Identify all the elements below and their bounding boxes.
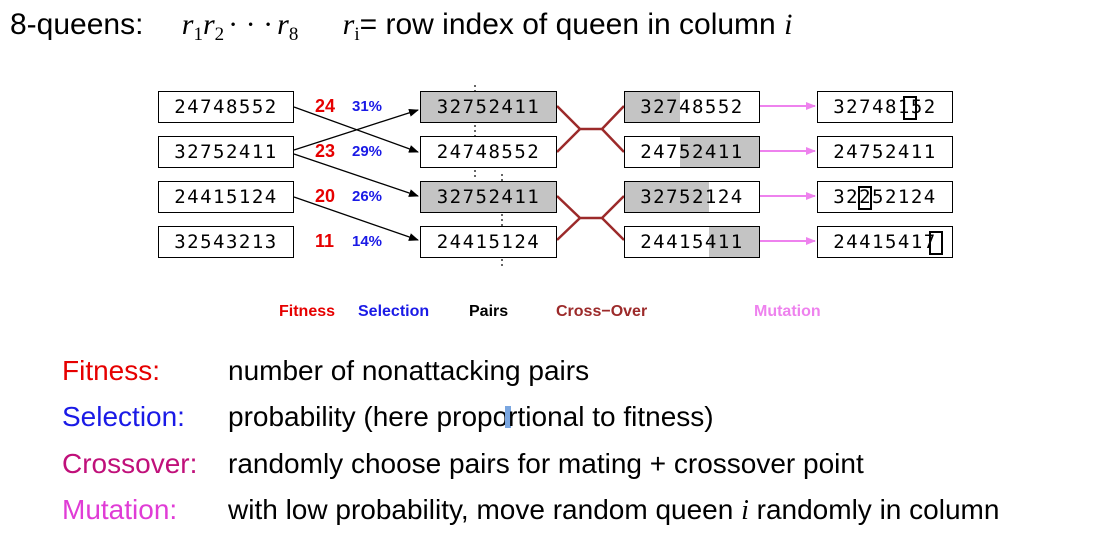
offspring-state: 24752411	[624, 136, 760, 168]
state-string: 32752411	[436, 96, 541, 118]
state-string: 24415124	[174, 186, 278, 208]
fitness-value: 11	[315, 231, 335, 251]
fitness-value: 20	[315, 186, 336, 206]
stage-label-pairs: Pairs	[469, 303, 509, 320]
definition-selection: Selection: probability (here proportional…	[62, 401, 714, 433]
state-string: 24748552	[436, 141, 541, 163]
parent-segment-shade	[421, 92, 556, 122]
offspring-state: 24415411	[624, 226, 760, 258]
ellipsis: · · ·	[228, 8, 274, 41]
offspring-state: 32752124	[624, 181, 760, 213]
state-string: 24752411	[640, 141, 744, 163]
fitness-value: 24	[315, 96, 336, 116]
pair-state: 32752411	[420, 181, 557, 213]
queen-var: i	[741, 495, 749, 526]
state-string: 32752124	[640, 186, 744, 208]
definition-mutation: Mutation: with low probability, move rand…	[62, 494, 999, 527]
stage-label-fitness: Fitness	[279, 303, 336, 320]
crossover-link	[556, 195, 625, 241]
pair-state: 24748552	[420, 136, 557, 168]
stage-label-selection: Selection	[358, 303, 430, 320]
definition-term: Mutation:	[62, 494, 178, 525]
state-string: 32748552	[640, 96, 744, 118]
title-definition-text: = row index of queen in column	[359, 8, 776, 41]
state-string: 32252124	[833, 186, 937, 208]
state-string: 32543213	[174, 231, 278, 253]
definition-crossover: Crossover: randomly choose pairs for mati…	[62, 448, 864, 480]
mutated-digit-marker	[858, 186, 872, 210]
definition-term: Fitness:	[62, 355, 161, 386]
state-string: 24748552	[174, 96, 278, 118]
population-state: 32543213	[158, 226, 294, 258]
subscript: i	[354, 24, 360, 45]
parent-segment-shade	[680, 137, 759, 167]
mutated-state: 32748152	[817, 91, 953, 123]
selection-probability: 26%	[352, 188, 383, 205]
parent-segment-shade	[709, 227, 759, 257]
state-string: 32752411	[436, 186, 541, 208]
definition-text: randomly in column	[748, 494, 1000, 525]
parent-segment-shade	[625, 182, 709, 212]
r-var: r	[277, 8, 289, 41]
selection-probability: 31%	[352, 98, 383, 115]
formula-sequence: r1r2 · · · r8	[181, 8, 299, 45]
population-state: 24748552	[158, 91, 294, 123]
selection-probability: 14%	[352, 233, 383, 250]
page-title: 8-queens: r1r2 · · · r8 ri= row index of q…	[10, 8, 793, 45]
parent-segment-shade	[421, 182, 556, 212]
definition-term: Crossover:	[62, 448, 198, 479]
mutated-state: 24415417	[817, 226, 953, 258]
population-state: 24415124	[158, 181, 294, 213]
selection-arrow	[293, 108, 419, 151]
state-string: 32748152	[833, 96, 937, 118]
definition-text: rtional to fitness)	[508, 401, 714, 432]
mutated-state: 32252124	[817, 181, 953, 213]
definition-fitness: Fitness: number of nonattacking pairs	[62, 355, 589, 387]
stage-label-mutation: Mutation	[754, 303, 821, 320]
fitness-value: 23	[315, 141, 336, 161]
subscript: 8	[288, 24, 299, 45]
definition-text: probability (here propo	[228, 401, 509, 432]
stage-label-crossover: Cross−Over	[556, 303, 648, 320]
offspring-state: 32748552	[624, 91, 760, 123]
population-state: 32752411	[158, 136, 294, 168]
formula-definition: ri	[342, 8, 360, 45]
subscript: 1	[193, 24, 203, 45]
definition-text: randomly choose pairs for mating + cross…	[228, 448, 864, 479]
state-string: 24415411	[640, 231, 744, 253]
selection-arrow	[293, 196, 419, 241]
r-var: r	[181, 8, 194, 41]
title-prefix: 8-queens:	[10, 8, 144, 41]
r-var: r	[342, 8, 355, 41]
state-string: 24415417	[833, 231, 937, 253]
state-string: 32752411	[174, 141, 278, 163]
mutated-state: 24752411	[817, 136, 953, 168]
selection-arrow	[293, 153, 419, 197]
mutated-digit-marker	[903, 96, 917, 120]
state-string: 24752411	[833, 141, 937, 163]
state-string: 24415124	[436, 231, 541, 253]
definition-term: Selection:	[62, 401, 185, 432]
definition-text: with low probability, move random queen	[228, 494, 742, 525]
r-var: r	[202, 8, 215, 41]
selection-probability: 29%	[352, 143, 383, 160]
parent-segment-shade	[625, 92, 680, 122]
definition-text: number of nonattacking pairs	[228, 355, 590, 386]
subscript: 2	[214, 24, 225, 45]
pair-state: 32752411	[420, 91, 557, 123]
mutated-digit-marker	[929, 231, 943, 255]
crossover-link	[556, 105, 625, 153]
column-var: i	[784, 8, 793, 41]
text-cursor	[505, 406, 512, 428]
pair-state: 24415124	[420, 226, 557, 258]
